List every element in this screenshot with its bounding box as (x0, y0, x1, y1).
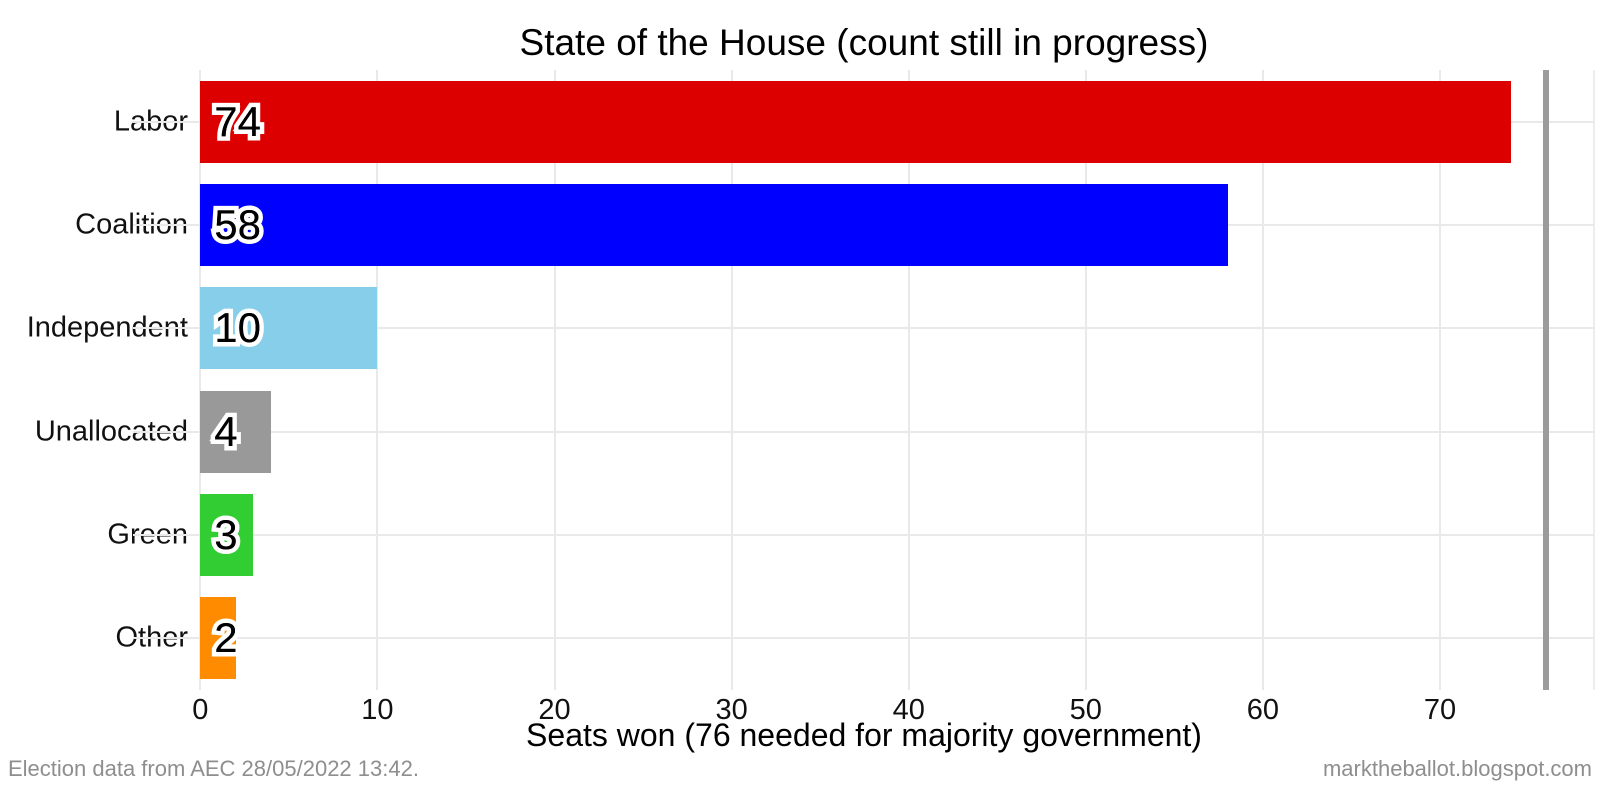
bar-unallocated (200, 390, 272, 473)
plot-panel: 74 74 58 58 10 10 4 4 3 3 2 2 (133, 70, 1595, 690)
x-tick-label-30: 30 (715, 694, 748, 726)
bar-independent (200, 287, 378, 370)
gridline-x-40 (907, 70, 910, 690)
bar-value-label-independent: 10 10 (210, 302, 266, 353)
gridline-x-60 (1261, 70, 1264, 690)
gridline-x-10 (376, 70, 379, 690)
x-tick-label-60: 60 (1246, 694, 1280, 726)
x-tick-label-0: 0 (192, 694, 209, 726)
bar-other (200, 597, 236, 680)
bar-value-text: 10 (214, 304, 262, 352)
x-tick-label-70: 70 (1423, 694, 1457, 726)
gridline-y-green (133, 534, 1595, 536)
gridline-x-70 (1439, 70, 1442, 690)
footer-site-credit: marktheballot.blogspot.com (1322, 756, 1592, 781)
bar-value-halo: 4 (210, 406, 243, 457)
bar-coalition (200, 184, 1228, 266)
gridline-x-0 (199, 70, 202, 690)
gridline-y-unallocated (133, 430, 1595, 433)
bar-value-label-labor: 74 74 (210, 96, 266, 147)
bar-value-text: 2 (214, 614, 238, 662)
bar-value-text: 4 (214, 407, 238, 455)
x-tick-label-20: 20 (538, 694, 571, 726)
bar-value-halo: 58 (210, 199, 266, 250)
bar-green (200, 494, 254, 576)
bar-value-halo: 74 (210, 96, 266, 147)
bar-value-text: 3 (214, 511, 238, 558)
chart-title: State of the House (count still in progr… (519, 22, 1209, 63)
bar-value-halo: 10 (210, 302, 266, 353)
x-tick-label-40: 40 (892, 694, 925, 726)
majority-reference-line (1543, 70, 1550, 690)
bar-value-text: 74 (214, 97, 262, 145)
gridline-x-50 (1084, 70, 1087, 690)
bar-value-halo: 2 (210, 612, 243, 663)
gridline-x-20 (553, 70, 556, 690)
gridline-y-independent (133, 327, 1595, 330)
x-tick-label-10: 10 (361, 694, 394, 726)
gridline-x-30 (730, 70, 733, 690)
x-tick-label-50: 50 (1069, 694, 1102, 726)
bar-value-text: 58 (214, 201, 262, 248)
bar-value-label-coalition: 58 58 (210, 199, 266, 250)
footer-source-note: Election data from AEC 28/05/2022 13:42. (8, 756, 419, 781)
bar-value-halo: 3 (210, 509, 243, 560)
panel-right-edge (1593, 70, 1595, 690)
x-axis-title: Seats won (76 needed for majority govern… (526, 717, 1202, 753)
gridline-y-other (133, 637, 1595, 640)
bar-labor (200, 80, 1511, 163)
